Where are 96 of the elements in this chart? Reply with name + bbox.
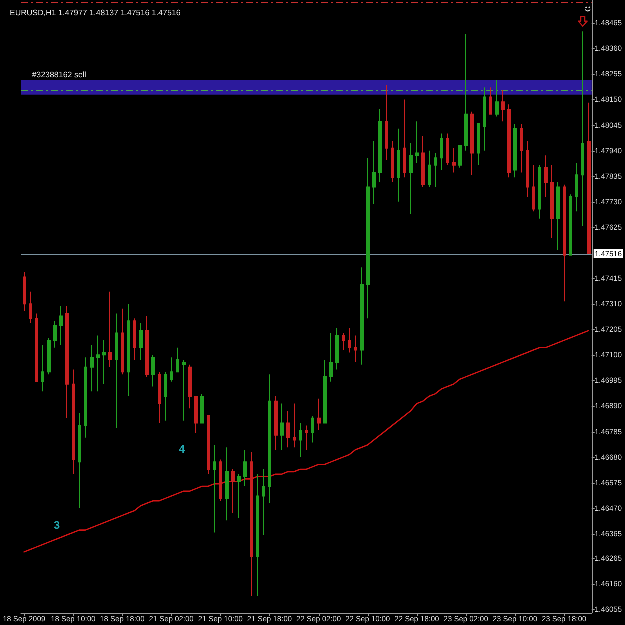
candlestick: [121, 308, 124, 376]
candlestick: [348, 328, 351, 354]
text: EURUSD,H1 1.47977 1.48137 1.47516 1.47516: [10, 8, 182, 18]
candlestick: [188, 364, 192, 410]
candlestick: [127, 304, 130, 398]
candlestick: [483, 87, 486, 152]
candlestick: [409, 143, 413, 215]
candlestick: [176, 347, 179, 373]
candlestick: [133, 318, 136, 361]
candlestick: [305, 425, 308, 451]
candlestick: [115, 313, 118, 429]
candlestick: [403, 99, 406, 178]
candlestick: [470, 111, 474, 176]
candlestick: [29, 291, 32, 324]
candlestick: [65, 306, 69, 419]
candlestick: [378, 108, 382, 183]
candlestick: [256, 474, 259, 596]
candlestick: [581, 31, 584, 227]
candlestick: [452, 148, 456, 174]
ref-line-label: #32388162 sell: [32, 70, 87, 80]
candlestick: [145, 316, 149, 378]
candlestick: [72, 369, 75, 475]
candlestick: [538, 164, 541, 220]
annotation: 3: [54, 520, 60, 532]
candlestick: [47, 338, 51, 376]
candlestick: [428, 150, 431, 188]
candlestick: [446, 133, 449, 166]
candlestick: [213, 444, 216, 534]
candlestick: [78, 413, 81, 509]
candlestick: [286, 410, 290, 448]
candlestick: [440, 133, 443, 171]
candlestick: [23, 272, 26, 312]
candlestick: [59, 306, 63, 346]
candlestick: [372, 140, 376, 205]
candlestick: [587, 102, 591, 254]
candlestick: [225, 447, 229, 522]
candlestick: [477, 124, 480, 166]
candlestick: [262, 468, 265, 536]
candlestick: [243, 450, 247, 488]
candlestick: [170, 357, 173, 382]
candlestick: [563, 184, 566, 302]
candlestick: [464, 34, 468, 152]
candlestick: [421, 136, 425, 188]
annotation: 4: [178, 444, 186, 456]
candlestick: [323, 360, 327, 424]
candlestick: [501, 90, 505, 122]
candlestick: [139, 323, 143, 361]
candlestick: [231, 468, 235, 514]
candlestick: [311, 415, 314, 444]
candlestick: [489, 87, 492, 115]
candlestick: [182, 360, 186, 422]
candlestick: [194, 396, 198, 434]
candlestick: [317, 398, 321, 432]
candlestick: [526, 140, 529, 198]
candlestick: [569, 194, 572, 256]
candlestick: [299, 422, 302, 458]
candlestick: [544, 155, 548, 198]
candlestick: [35, 313, 38, 382]
candlestick: [280, 403, 284, 451]
candlestick: [158, 372, 161, 424]
candlestick: [397, 128, 400, 202]
candlestick: [513, 124, 517, 178]
candlestick: [108, 291, 112, 368]
candlestick: [90, 344, 94, 392]
candlestick: [391, 140, 394, 183]
candlestick: [360, 267, 364, 366]
candlestick: [207, 415, 210, 475]
candlestick: [219, 459, 222, 502]
candlestick: [458, 145, 462, 168]
candlestick: [415, 121, 419, 164]
candlestick: [575, 162, 578, 212]
candlestick: [102, 340, 106, 385]
candlestick: [550, 164, 554, 239]
candlestick: [385, 84, 388, 162]
candlestick: [268, 374, 271, 504]
candlestick: [151, 354, 155, 388]
candlestick: [164, 372, 167, 422]
candlestick: [532, 164, 535, 212]
candlestick: [434, 152, 437, 188]
candlestick: [237, 474, 241, 519]
candlestick: [495, 80, 499, 118]
candlestick: [53, 320, 57, 348]
candlestick: [200, 394, 204, 424]
candlestick: [96, 335, 100, 392]
candlestick: [274, 396, 278, 451]
candlestick: [293, 403, 296, 448]
candlestick: [556, 182, 560, 252]
candlestick: [41, 344, 44, 392]
candlestick: [335, 328, 339, 370]
candlestick: [507, 104, 511, 178]
candlestick: [84, 357, 87, 438]
candlestick: [342, 332, 345, 351]
candlestick: [354, 335, 357, 363]
candlestick: [520, 124, 523, 174]
candlestick: [329, 332, 333, 382]
candlestick: [366, 158, 370, 320]
